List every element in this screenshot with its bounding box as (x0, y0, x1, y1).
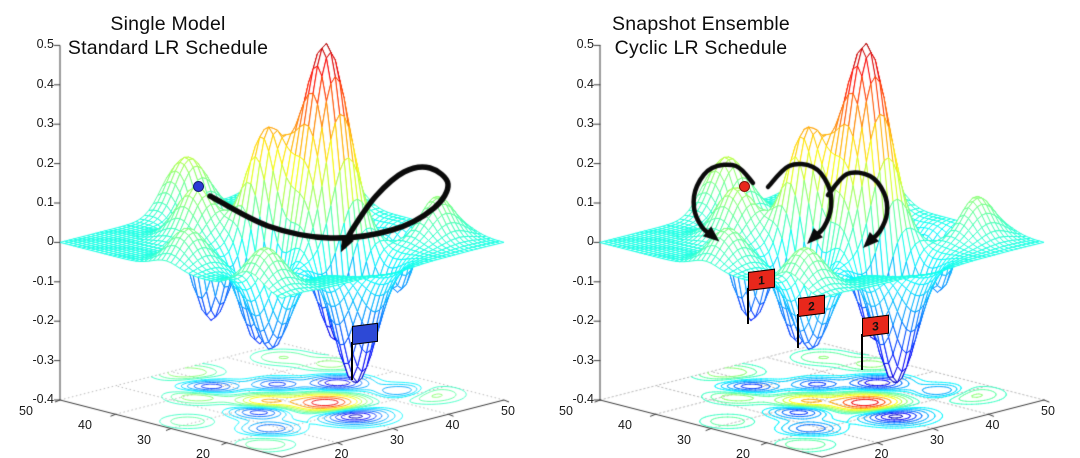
snapshot-ensemble-figure: Single Model Standard LR Schedule Snapsh… (0, 0, 1080, 458)
loss-surface-canvas (0, 0, 1080, 458)
